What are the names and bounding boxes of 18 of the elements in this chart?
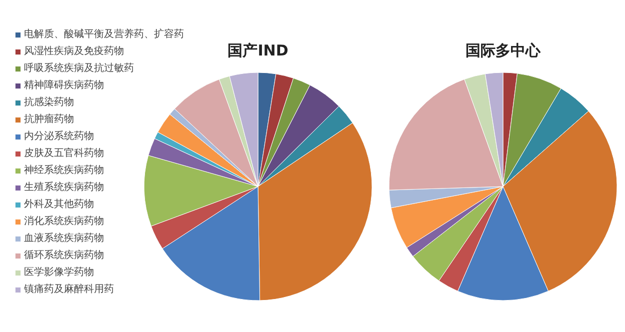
slice-label: 国际多中心: [466, 42, 542, 60]
legend-label: 循环系统疾病药物: [24, 248, 104, 262]
legend-label: 镇痛药及麻醉科用药: [24, 282, 114, 296]
legend-label: 精神障碍疾病药物: [24, 78, 104, 92]
legend-label: 生殖系统疾病药物: [24, 180, 104, 194]
legend-label: 抗感染药物: [24, 96, 74, 109]
legend-label: 神经系统疾病药物: [24, 164, 104, 177]
slice-label: 国产IND: [228, 42, 288, 60]
legend-label: 风湿性疾病及免疫药物: [24, 44, 124, 58]
legend-label: 内分泌系统药物: [24, 130, 94, 143]
legend-label: 血液系统疾病药物: [24, 232, 104, 245]
legend-label: 抗肿瘤药物: [24, 112, 74, 126]
legend-label: 消化系统疾病药物: [24, 214, 104, 228]
legend-label: 医学影像学药物: [24, 266, 94, 279]
legend-label: 外科及其他药物: [24, 198, 94, 211]
legend-label: 电解质、酸碱平衡及营养药、扩容药: [24, 28, 184, 41]
legend-label: 皮肤及五官科药物: [24, 146, 104, 160]
legend-label: 呼吸系统疾病及抗过敏药: [24, 62, 134, 75]
